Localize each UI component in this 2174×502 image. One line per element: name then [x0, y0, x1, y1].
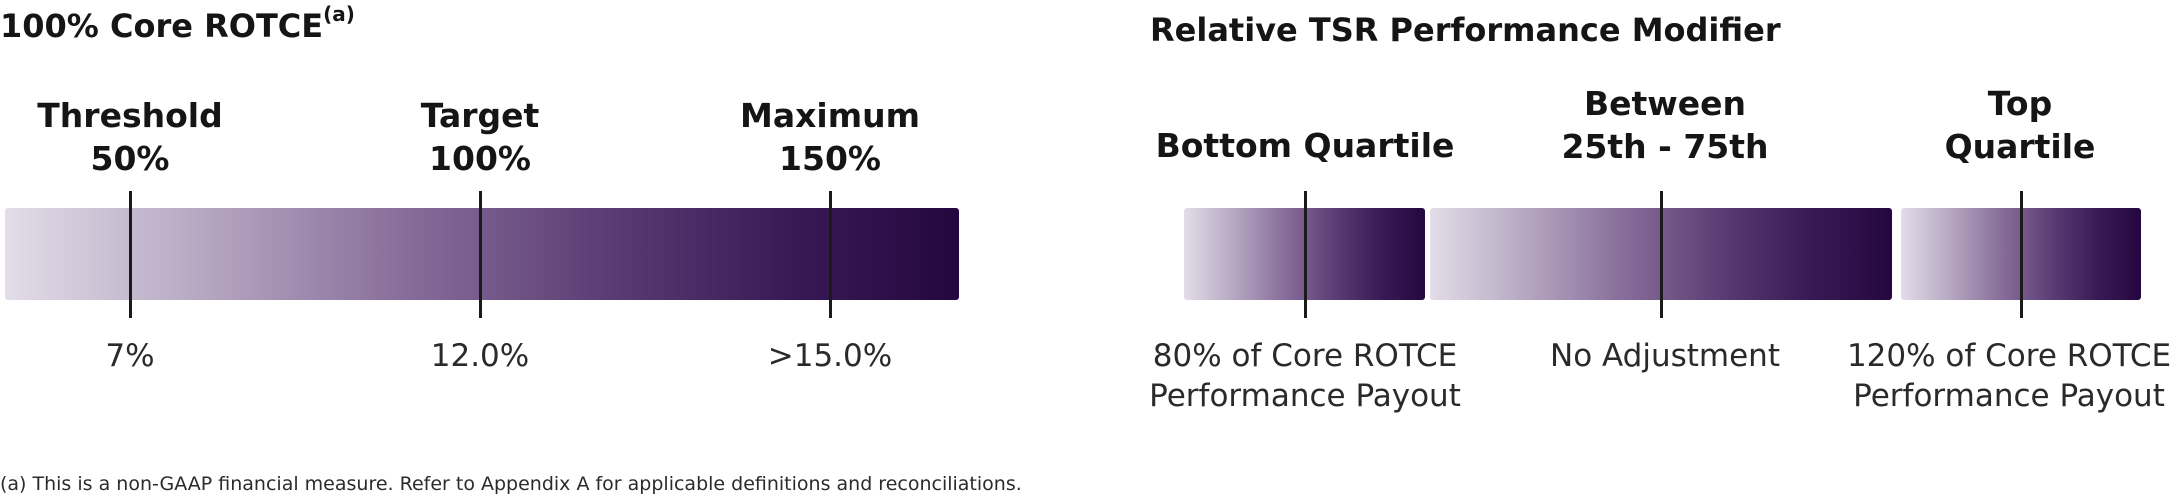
level-maximum-pct: 150% — [779, 139, 881, 178]
maximum-value: >15.0% — [767, 338, 893, 374]
level-maximum-heading: Maximum 150% — [720, 94, 940, 180]
top-quartile-heading: Top Quartile — [1915, 82, 2125, 168]
middle-range-heading: Between 25th - 75th — [1500, 82, 1830, 168]
threshold-marker — [129, 191, 132, 318]
level-target-heading: Target 100% — [370, 94, 590, 180]
level-maximum-name: Maximum — [740, 96, 920, 135]
top-quartile-line2: Quartile — [1944, 127, 2096, 166]
top-quartile-desc-line2: Performance Payout — [1853, 378, 2165, 414]
level-target-name: Target — [420, 96, 540, 135]
level-threshold-name: Threshold — [37, 96, 223, 135]
bottom-quartile-line1: Bottom Quartile — [1155, 126, 1455, 165]
middle-range-line2: 25th - 75th — [1561, 127, 1769, 166]
maximum-marker — [829, 191, 832, 318]
level-target-pct: 100% — [429, 139, 531, 178]
rotce-gradient-bar — [5, 208, 959, 300]
middle-range-marker — [1660, 191, 1663, 318]
middle-range-description: No Adjustment — [1500, 336, 1830, 376]
top-quartile-description: 120% of Core ROTCE Performance Payout — [1844, 336, 2174, 416]
footnote: (a) This is a non-GAAP financial measure… — [0, 473, 1022, 495]
top-quartile-line1: Top — [1987, 84, 2053, 123]
tsr-title: Relative TSR Performance Modifier — [1150, 11, 1781, 49]
bottom-quartile-desc-line1: 80% of Core ROTCE — [1152, 338, 1458, 374]
top-quartile-marker — [2020, 191, 2023, 318]
middle-range-desc-line1: No Adjustment — [1550, 338, 1780, 374]
rotce-title-footnote-ref: (a) — [323, 2, 355, 27]
top-quartile-desc-line1: 120% of Core ROTCE — [1846, 338, 2172, 374]
bottom-quartile-marker — [1304, 191, 1307, 318]
middle-range-line1: Between — [1583, 84, 1747, 123]
bottom-quartile-heading: Bottom Quartile — [1140, 124, 1470, 167]
level-threshold-heading: Threshold 50% — [20, 94, 240, 180]
threshold-value: 7% — [105, 338, 155, 374]
rotce-title: 100% Core ROTCE(a) — [0, 4, 355, 46]
target-marker — [479, 191, 482, 318]
target-value: 12.0% — [430, 338, 530, 374]
rotce-title-text: 100% Core ROTCE — [0, 7, 324, 45]
bottom-quartile-desc-line2: Performance Payout — [1149, 378, 1461, 414]
level-threshold-pct: 50% — [90, 139, 170, 178]
bottom-quartile-description: 80% of Core ROTCE Performance Payout — [1140, 336, 1470, 416]
